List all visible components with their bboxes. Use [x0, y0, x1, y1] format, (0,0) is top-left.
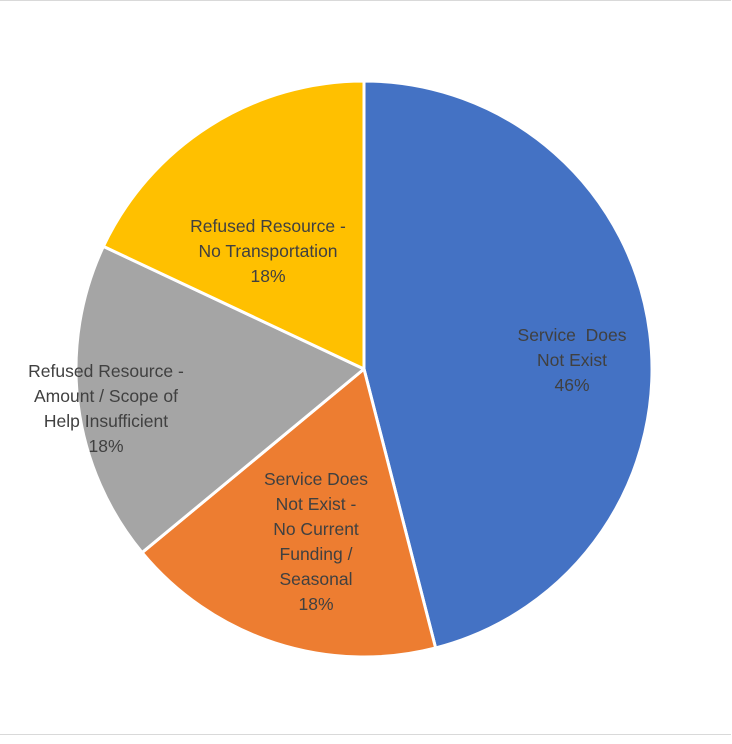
slice-label-line: Refused Resource - [28, 361, 184, 381]
pie-slice-1 [362, 79, 654, 650]
slice-percent-label: 18% [298, 594, 333, 614]
slice-labels: Service Does Not Exist 46% Service Does Not … [28, 216, 627, 614]
slice-label-line: Service Does [264, 469, 368, 489]
pie-slice-2 [140, 367, 438, 659]
slice-label-2: Service Does Not Exist - No Current Funding… [264, 469, 368, 614]
slice-label-line: Not Exist [537, 350, 607, 370]
slice-percent-label: 46% [554, 375, 589, 395]
slice-percent-label: 18% [88, 436, 123, 456]
slice-label-line: Not Exist - [276, 494, 357, 514]
slice-label-line: Help Insufficient [44, 411, 168, 431]
slice-label-line: Amount / Scope of [34, 386, 178, 406]
pie-slice-3 [74, 244, 366, 555]
slice-label-line: No Transportation [198, 241, 337, 261]
slice-label-3: Refused Resource - Amount / Scope of Help … [28, 361, 184, 456]
slice-label-line: Funding / [280, 544, 353, 564]
slice-label-line: Seasonal [280, 569, 353, 589]
slice-label-line: No Current [273, 519, 359, 539]
slice-label-line: Refused Resource - [190, 216, 346, 236]
slice-label-line: Service Does [518, 325, 627, 345]
pie-slice-4 [101, 79, 366, 371]
slice-percent-label: 18% [250, 266, 285, 286]
slice-label-1: Service Does Not Exist 46% [518, 325, 627, 395]
pie-slices [74, 79, 654, 659]
slice-label-4: Refused Resource - No Transportation 18% [190, 216, 346, 286]
